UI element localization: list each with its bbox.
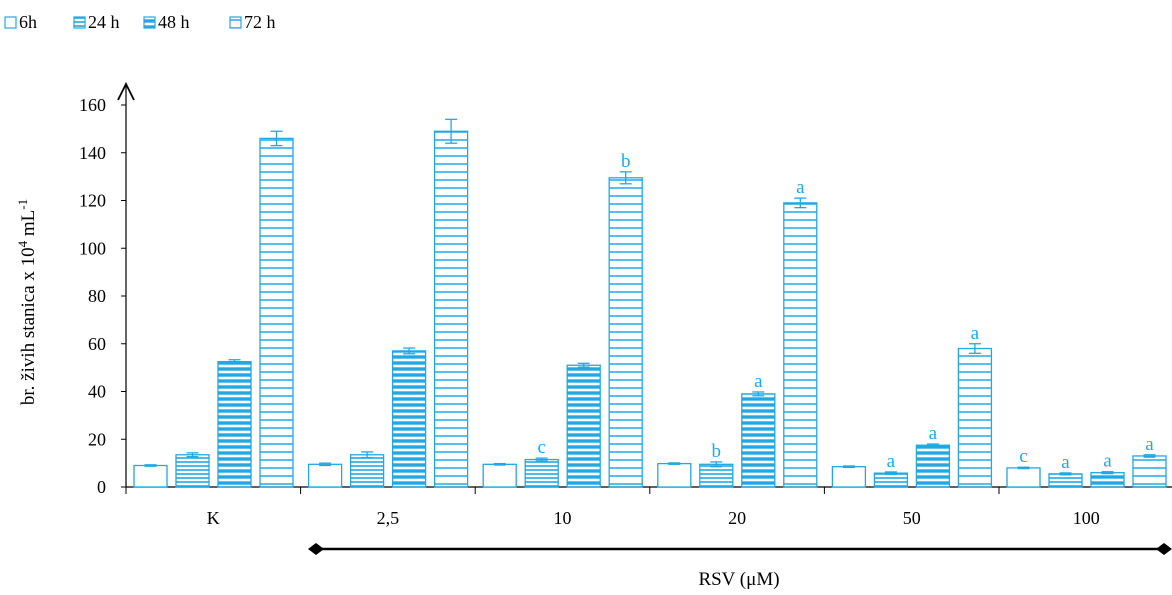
bar [1132, 455, 1167, 488]
bar [566, 364, 601, 488]
error-bar [1059, 472, 1072, 476]
x-tick-label: 50 [903, 508, 921, 528]
bar [657, 462, 692, 488]
y-tick-label: 160 [79, 95, 106, 115]
y-tick-label: 100 [79, 238, 106, 258]
bar [482, 463, 517, 488]
y-tick-label: 40 [88, 382, 106, 402]
bar [915, 444, 951, 488]
error-bar [710, 461, 723, 468]
error-bar [619, 171, 632, 185]
y-tick-label: 80 [88, 286, 106, 306]
bar [307, 463, 343, 488]
bar [524, 458, 559, 488]
legend-swatch-3 [229, 16, 242, 29]
x-tick-label: 20 [728, 508, 746, 528]
error-bar [144, 464, 157, 467]
legend-label-0: 6h [19, 12, 37, 32]
y-tick-label: 120 [79, 191, 106, 211]
error-bar [270, 130, 283, 147]
error-bar [186, 452, 199, 458]
y-tick-label: 140 [79, 143, 106, 163]
significance-letter: c [537, 437, 545, 458]
error-bar [1143, 454, 1156, 458]
bar [699, 463, 734, 488]
error-bar [361, 451, 374, 459]
bar [349, 454, 385, 488]
y-axis-label: br. živih stanica x 104 mL-1 [15, 199, 40, 405]
y-axis-label-text: br. živih stanica x 10 [18, 247, 39, 405]
legend-swatch-1 [73, 16, 86, 29]
x-tick-label: K [207, 508, 220, 528]
bar [391, 350, 427, 488]
y-axis-arrow [117, 81, 135, 101]
significance-letter: b [621, 151, 631, 172]
bar [1048, 473, 1083, 488]
x-tick-label: 10 [554, 508, 572, 528]
bar [1006, 467, 1041, 488]
error-bar [752, 391, 765, 397]
legend-swatch-2 [143, 16, 156, 29]
error-bar [577, 362, 590, 368]
legend-label-1: 24 h [88, 12, 120, 32]
y-axis-label-sup2: -1 [15, 199, 30, 210]
significance-letter: a [929, 423, 938, 444]
x-axis: K 2,5 10 20 50 100 [125, 486, 1172, 528]
error-bar [668, 462, 681, 465]
error-bar [403, 347, 416, 355]
x-axis-label: RSV (μM) [698, 569, 779, 590]
error-bar [968, 343, 981, 354]
y-tick-label: 0 [97, 477, 106, 497]
significance-letter: a [754, 371, 763, 392]
error-bar [535, 457, 548, 462]
legend-label-2: 48 h [158, 12, 190, 32]
bar [831, 466, 867, 488]
bar [1090, 472, 1125, 488]
legend-label-3: 72 h [244, 12, 276, 32]
bar [217, 361, 252, 488]
bars: c b b a a a a a c a a a [133, 118, 1167, 488]
error-bar [842, 465, 855, 469]
significance-letter: a [796, 177, 805, 198]
significance-letter: b [712, 441, 722, 462]
x-tick-label: 100 [1073, 508, 1100, 528]
significance-letter: a [971, 323, 980, 344]
y-axis: 0 20 40 60 80 100 120 140 160 [79, 81, 135, 497]
bar [783, 202, 818, 488]
bar [873, 472, 909, 488]
bar [957, 347, 993, 488]
significance-letter: a [1103, 451, 1112, 472]
y-tick-label: 60 [88, 334, 106, 354]
error-bar [228, 359, 241, 365]
error-bar [1101, 471, 1114, 475]
legend-swatch-0 [4, 16, 17, 29]
bar [433, 130, 469, 488]
significance-letter: a [1061, 452, 1070, 473]
bar [133, 464, 168, 488]
error-bar [319, 462, 332, 467]
y-axis-label-mid: mL [18, 210, 39, 241]
y-axis-label-sup1: 4 [15, 240, 30, 247]
x-tick-label: 2,5 [377, 508, 400, 528]
rsv-bracket [308, 543, 1172, 555]
error-bar [445, 118, 458, 144]
rsv-bracket-left-diamond [308, 543, 324, 555]
error-bar [1017, 466, 1030, 470]
significance-letter: c [1019, 446, 1027, 467]
significance-letter: a [887, 451, 896, 472]
error-bar [493, 462, 506, 466]
bar [608, 177, 643, 488]
significance-letter: a [1145, 434, 1154, 455]
rsv-bracket-right-diamond [1156, 543, 1172, 555]
bar [259, 137, 294, 488]
error-bar [926, 443, 939, 448]
legend: 6h 24 h 48 h 72 h [4, 12, 276, 32]
y-tick-label: 20 [88, 429, 106, 449]
bar [741, 393, 776, 488]
error-bar [794, 197, 807, 209]
error-bar [884, 471, 897, 475]
bar [175, 454, 210, 488]
